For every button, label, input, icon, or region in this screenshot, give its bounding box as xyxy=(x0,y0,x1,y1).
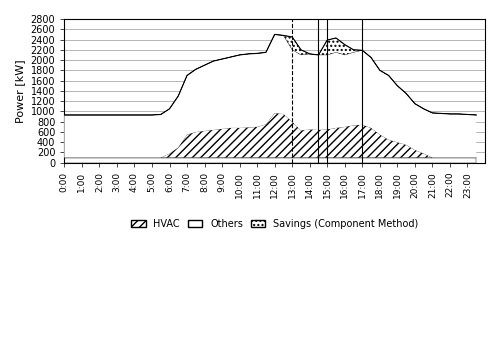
Y-axis label: Power [kW]: Power [kW] xyxy=(15,59,25,123)
Legend: HVAC, Others, Savings (Component Method): HVAC, Others, Savings (Component Method) xyxy=(127,215,422,233)
